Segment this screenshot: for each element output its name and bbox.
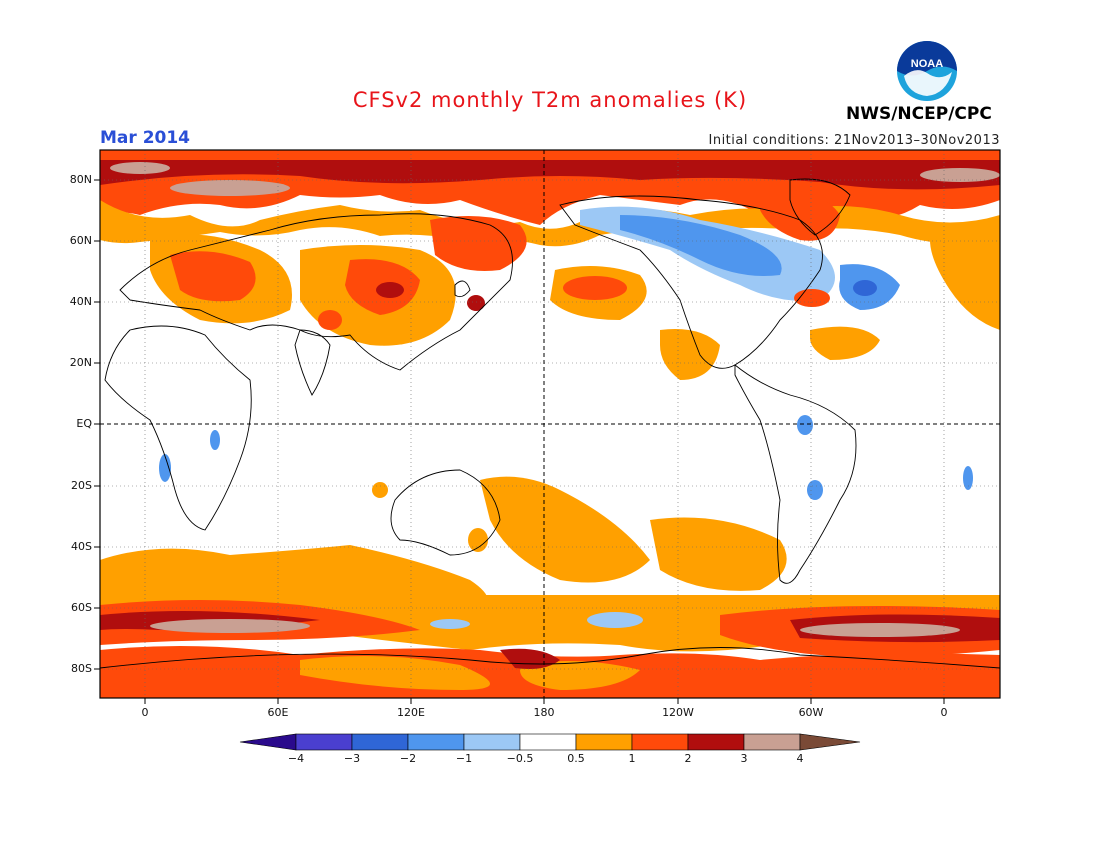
legend-label: −1 <box>455 752 473 765</box>
legend-swatch-p3-4 <box>743 733 801 751</box>
graticule <box>100 150 1000 698</box>
legend-swatch-m3-m2 <box>351 733 409 751</box>
lat-label: 20S <box>71 479 92 492</box>
lat-label: 60N <box>69 234 92 247</box>
lat-label: 40S <box>71 540 92 553</box>
legend-swatch-m1-m05 <box>463 733 521 751</box>
initial-conditions: Initial conditions: 21Nov2013–30Nov2013 <box>708 133 1000 148</box>
legend-label: −0.5 <box>506 752 534 765</box>
legend-label: 4 <box>796 752 804 765</box>
lat-label: EQ <box>76 417 92 430</box>
lon-label: 120E <box>397 706 425 719</box>
legend-swatch-neutral <box>519 733 577 751</box>
lat-label: 80N <box>69 173 92 186</box>
lon-label: 60E <box>267 706 289 719</box>
legend-label: −2 <box>399 752 417 765</box>
lon-ticks <box>144 698 945 704</box>
forecast-month: Mar 2014 <box>100 128 191 148</box>
legend-swatch-gt-4 <box>799 733 861 751</box>
noaa-logo-text: NOAA <box>911 58 943 70</box>
legend-label: 1 <box>628 752 636 765</box>
legend-swatch-lt-m4 <box>239 733 297 751</box>
noaa-logo: NOAA <box>896 40 958 106</box>
map-title: CFSv2 monthly T2m anomalies (K) <box>352 88 748 112</box>
lat-label: 20N <box>69 356 92 369</box>
legend-label: 0.5 <box>567 752 585 765</box>
lat-label: 80S <box>71 662 92 675</box>
legend-label: −3 <box>343 752 361 765</box>
legend-swatch-p1-2 <box>631 733 689 751</box>
coastlines <box>100 178 1000 669</box>
legend-swatch-m4-m3 <box>295 733 353 751</box>
legend-label: −4 <box>287 752 305 765</box>
lon-label: 60W <box>798 706 824 719</box>
legend-swatch-p2-3 <box>687 733 745 751</box>
lat-label: 40N <box>69 295 92 308</box>
legend-label: 2 <box>684 752 692 765</box>
lon-label: 180 <box>533 706 555 719</box>
color-legend <box>239 733 861 751</box>
lat-ticks <box>94 179 100 670</box>
lon-label: 120W <box>662 706 694 719</box>
organization-label: NWS/NCEP/CPC <box>846 104 992 124</box>
legend-swatch-p05-1 <box>575 733 633 751</box>
legend-swatch-m2-m1 <box>407 733 465 751</box>
lat-label: 60S <box>71 601 92 614</box>
lon-label: 0 <box>141 706 149 719</box>
lon-label: 0 <box>940 706 948 719</box>
legend-label: 3 <box>740 752 748 765</box>
